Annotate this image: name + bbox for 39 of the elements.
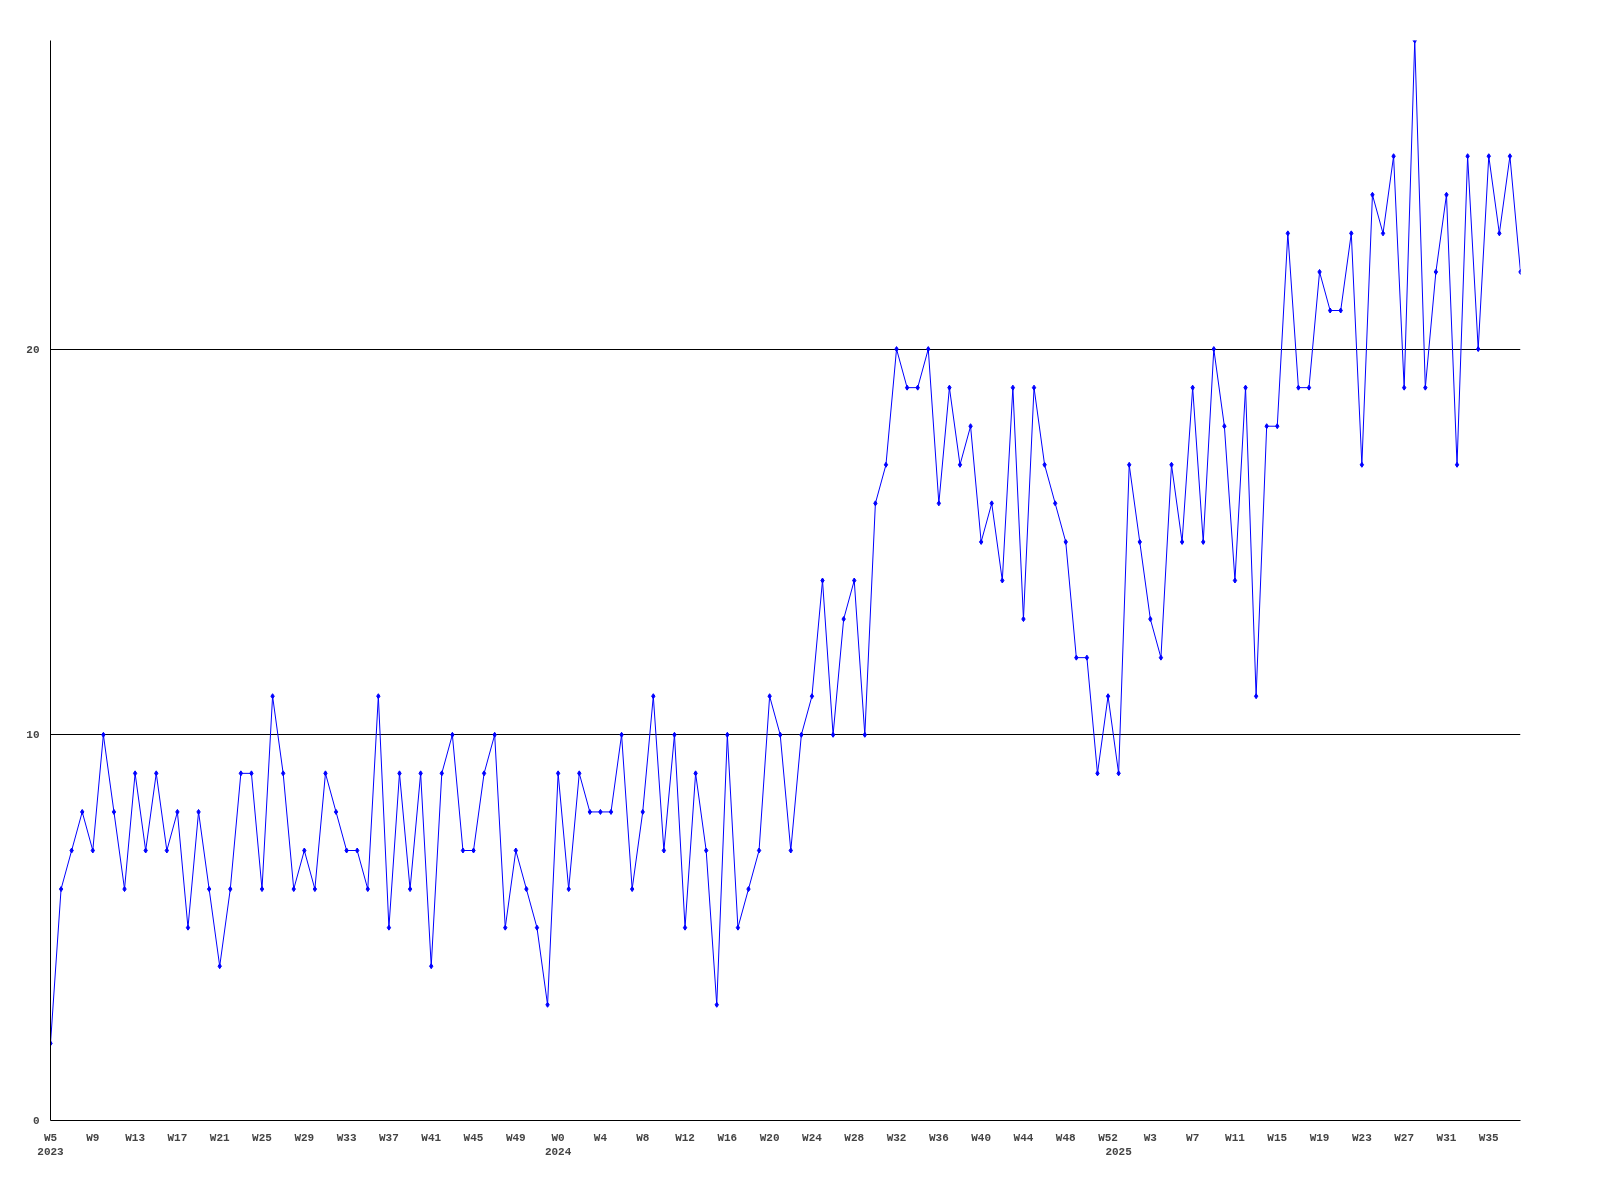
x-tick-label: W40 bbox=[971, 1131, 992, 1144]
x-tick-label: W49 bbox=[505, 1131, 526, 1144]
x-tick-label: W13 bbox=[125, 1131, 146, 1144]
x-tick-label: W28 bbox=[844, 1131, 865, 1144]
x-tick-label: W48 bbox=[1055, 1131, 1077, 1144]
x-tick-label: W11 bbox=[1225, 1131, 1246, 1144]
x-tick-label: 2025 bbox=[1105, 1145, 1133, 1158]
x-tick-label: W29 bbox=[294, 1131, 315, 1144]
x-tick-label: W31 bbox=[1436, 1131, 1457, 1144]
x-tick-label: W32 bbox=[886, 1131, 907, 1144]
x-tick-label: W8 bbox=[636, 1131, 650, 1144]
x-tick-label: W23 bbox=[1351, 1131, 1373, 1144]
x-tick-label: W3 bbox=[1143, 1131, 1158, 1144]
x-tick-label: W45 bbox=[463, 1131, 484, 1144]
x-tick-label: W44 bbox=[1013, 1131, 1034, 1144]
x-tick-label: W12 bbox=[675, 1131, 695, 1144]
x-tick-label: W33 bbox=[336, 1131, 357, 1144]
x-tick-label: W21 bbox=[209, 1131, 231, 1144]
x-tick-label: W36 bbox=[928, 1131, 949, 1144]
x-tick-label: W9 bbox=[86, 1131, 100, 1144]
x-tick-label: W27 bbox=[1394, 1131, 1415, 1144]
x-tick-label: W20 bbox=[759, 1131, 780, 1144]
x-tick-label: W19 bbox=[1309, 1131, 1330, 1144]
x-tick-label: W41 bbox=[421, 1131, 442, 1144]
x-tick-label: W5 2023 bbox=[37, 1131, 65, 1158]
x-tick-label: W25 bbox=[252, 1131, 273, 1144]
x-tick-label: W37 bbox=[379, 1131, 399, 1144]
y-tick-label: 10 bbox=[26, 729, 40, 742]
x-tick-label: W16 bbox=[717, 1131, 738, 1144]
x-tick-label: W4 bbox=[593, 1131, 608, 1144]
y-tick-label: 0 bbox=[32, 1115, 40, 1127]
x-tick-label: W35 bbox=[1478, 1131, 1500, 1144]
x-tick-label: W17 bbox=[167, 1131, 188, 1144]
x-tick-label: W7 bbox=[1186, 1131, 1200, 1144]
x-tick-label: W52 bbox=[1098, 1131, 1118, 1144]
y-tick-label: 20 bbox=[26, 343, 40, 356]
x-tick-label: W24 bbox=[802, 1131, 823, 1144]
x-tick-label: W15 bbox=[1267, 1131, 1288, 1144]
x-tick-label: W0 2024 bbox=[544, 1131, 572, 1158]
